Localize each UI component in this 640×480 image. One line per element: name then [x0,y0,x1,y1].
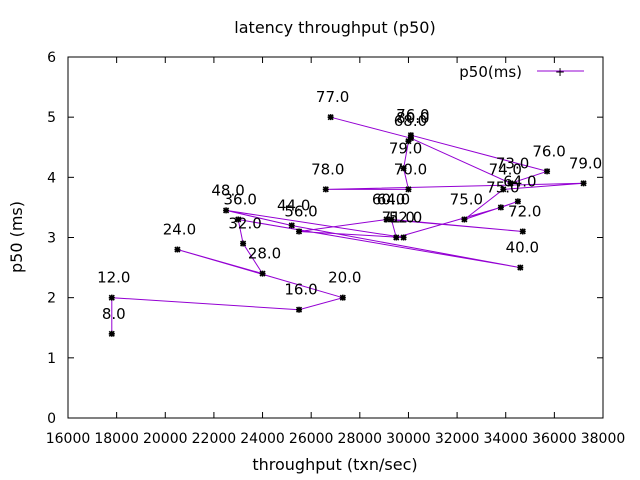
x-tick-label: 34000 [483,431,528,447]
data-point [174,246,181,253]
data-point [295,228,303,235]
data-point [500,186,507,193]
data-point [407,135,414,142]
x-tick-label: 36000 [532,431,577,447]
data-point [240,240,247,247]
data-label: 44.0 [277,196,310,214]
y-tick-label: 3 [47,231,56,247]
data-label: 8.0 [102,305,126,323]
x-tick-label: 24000 [240,431,285,447]
data-label: 60.0 [372,190,405,208]
data-point [259,270,266,277]
data-label: 75.0 [486,178,519,196]
data-label: 32.0 [228,215,261,233]
data-label: 79.0 [389,139,422,157]
data-label: 72.0 [508,202,541,220]
y-tick-label: 4 [47,170,56,186]
y-tick-label: 2 [47,291,56,307]
data-label: 76.0 [532,142,565,160]
y-axis-label: p50 (ms) [7,201,26,273]
plot-frame [67,56,604,419]
data-point [517,264,524,271]
axis-ticks: 16000 18000 20000 22000 24000 26000 28000 30000… [46,50,626,447]
data-label: 24.0 [163,221,196,239]
y-tick-label: 1 [47,351,56,367]
data-point [519,228,526,235]
data-point [393,234,400,241]
data-label: 12.0 [97,269,130,287]
data-label: 76.0 [396,106,429,124]
data-point [580,180,587,187]
data-label: 20.0 [328,269,361,287]
x-axis-label: throughput (txn/sec) [252,455,417,474]
data-label: 75.0 [450,190,483,208]
data-label: 78.0 [311,160,344,178]
point-labels: 8.0 12.0 16.0 20.0 24.0 28.0 32.0 36.0 40.0 44.0 4… [97,88,602,323]
x-tick-label: 18000 [94,431,139,447]
data-label: 64.0 [377,190,410,208]
legend: p50(ms) + [459,63,584,81]
data-label: 73.0 [496,154,529,172]
data-point [235,216,242,223]
data-point [339,294,346,301]
chart-title: latency throughput (p50) [234,18,435,37]
data-point [514,198,521,205]
x-tick-label: 20000 [143,431,188,447]
data-point [108,294,115,301]
legend-label: p50(ms) [459,63,522,81]
data-point [400,234,407,241]
data-label: 28.0 [248,245,281,263]
data-label: 74.0 [489,160,522,178]
data-point [288,222,295,229]
data-point [461,216,468,223]
data-label: 71.0 [382,209,415,227]
data-label: 48.0 [211,181,244,199]
x-tick-label: 22000 [192,431,237,447]
y-tick-label: 0 [47,411,56,427]
data-label: 77.0 [316,88,349,106]
data-point [322,186,329,193]
data-point [383,216,390,223]
data-label: 79.0 [569,154,602,172]
y-tick-label: 6 [47,50,56,66]
x-tick-label: 28000 [338,431,383,447]
data-label: 36.0 [224,190,257,208]
data-label: 64.0 [503,172,536,190]
data-point [400,165,407,172]
data-point [497,204,504,211]
data-point [507,180,514,187]
x-tick-label: 38000 [581,431,626,447]
data-point [405,186,412,193]
legend-marker: + [555,65,565,79]
data-label: 70.0 [394,160,427,178]
data-point [407,132,414,139]
data-point [295,306,303,313]
data-point [388,216,395,223]
data-label: 68.0 [394,112,427,130]
data-point [108,330,115,337]
y-tick-label: 5 [47,110,56,126]
data-point [223,207,230,214]
series-points [108,114,587,337]
data-point [544,168,551,175]
x-tick-label: 30000 [386,431,431,447]
data-label: 40.0 [506,239,539,257]
data-point [327,114,334,121]
data-point [405,138,412,145]
data-label: 52.0 [389,209,422,227]
x-tick-label: 16000 [46,431,91,447]
x-tick-label: 26000 [289,431,334,447]
data-label: 16.0 [284,281,317,299]
data-label: 80.0 [396,109,429,127]
x-tick-label: 32000 [435,431,480,447]
data-label: 56.0 [284,202,317,220]
